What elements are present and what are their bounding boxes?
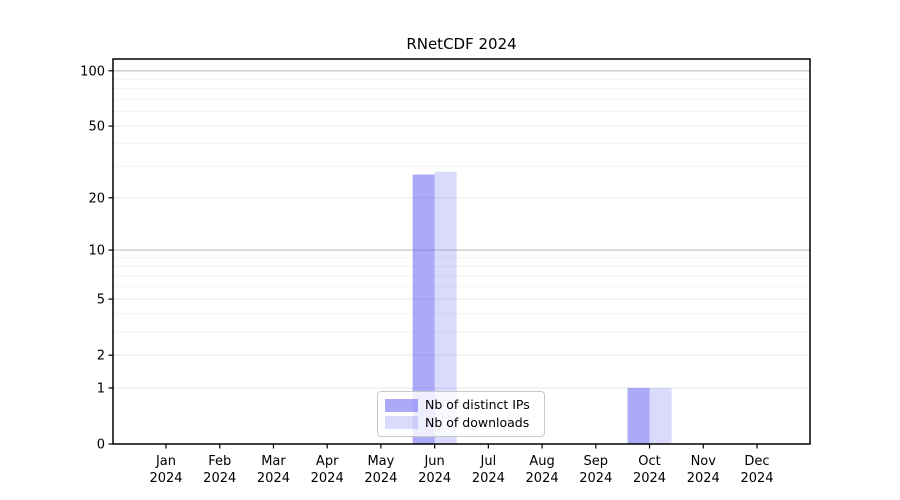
x-tick-label-month: Oct <box>638 454 660 469</box>
y-tick-label: 1 <box>97 381 105 396</box>
x-tick-label-year: 2024 <box>364 471 397 486</box>
x-tick-label-year: 2024 <box>526 471 559 486</box>
x-tick-label-month: Jan <box>155 454 176 469</box>
y-tick-label: 5 <box>97 293 105 308</box>
x-tick-label-month: Aug <box>529 454 554 469</box>
legend-entry-distinct-ips: Nb of distinct IPs <box>385 398 536 412</box>
legend-label-downloads: Nb of downloads <box>425 415 530 430</box>
legend-label-distinct-ips: Nb of distinct IPs <box>425 397 530 413</box>
y-tick-label: 2 <box>97 349 105 364</box>
legend-entry-downloads: Nb of downloads <box>385 416 536 430</box>
legend: Nb of distinct IPs Nb of downloads <box>377 391 545 437</box>
x-tick-label-month: Sep <box>584 454 609 469</box>
x-tick-label-month: Dec <box>744 454 769 469</box>
legend-swatch-downloads <box>385 416 418 430</box>
x-tick-label-year: 2024 <box>149 471 182 486</box>
x-tick-label-year: 2024 <box>687 471 720 486</box>
x-tick-label-month: Mar <box>261 454 286 469</box>
x-tick-label-year: 2024 <box>740 471 773 486</box>
x-tick-label-year: 2024 <box>579 471 612 486</box>
x-tick-label-month: May <box>367 454 394 469</box>
legend-swatch-distinct-ips <box>385 398 418 412</box>
bar-segment <box>434 171 457 445</box>
y-tick-label: 20 <box>88 191 105 206</box>
x-tick-label-year: 2024 <box>418 471 451 486</box>
x-tick-label-year: 2024 <box>311 471 344 486</box>
x-tick-label-year: 2024 <box>203 471 236 486</box>
bar-segment <box>412 174 435 444</box>
y-tick-label: 10 <box>88 244 105 259</box>
plot-border <box>112 58 811 445</box>
y-tick-label: 50 <box>88 120 105 135</box>
x-tick-label-month: Jul <box>480 454 497 469</box>
bar-segment <box>627 387 650 444</box>
x-tick-label-month: Apr <box>316 454 339 469</box>
x-tick-label-year: 2024 <box>472 471 505 486</box>
bar-segment <box>649 387 672 444</box>
chart-title: RNetCDF 2024 <box>406 35 517 53</box>
x-tick-label-year: 2024 <box>257 471 290 486</box>
x-tick-label-month: Feb <box>208 454 231 469</box>
x-tick-label-year: 2024 <box>633 471 666 486</box>
x-tick-label-month: Nov <box>691 454 717 469</box>
y-tick-label: 100 <box>80 64 105 79</box>
y-tick-label: 0 <box>97 438 105 453</box>
x-tick-label-month: Jun <box>423 454 444 469</box>
